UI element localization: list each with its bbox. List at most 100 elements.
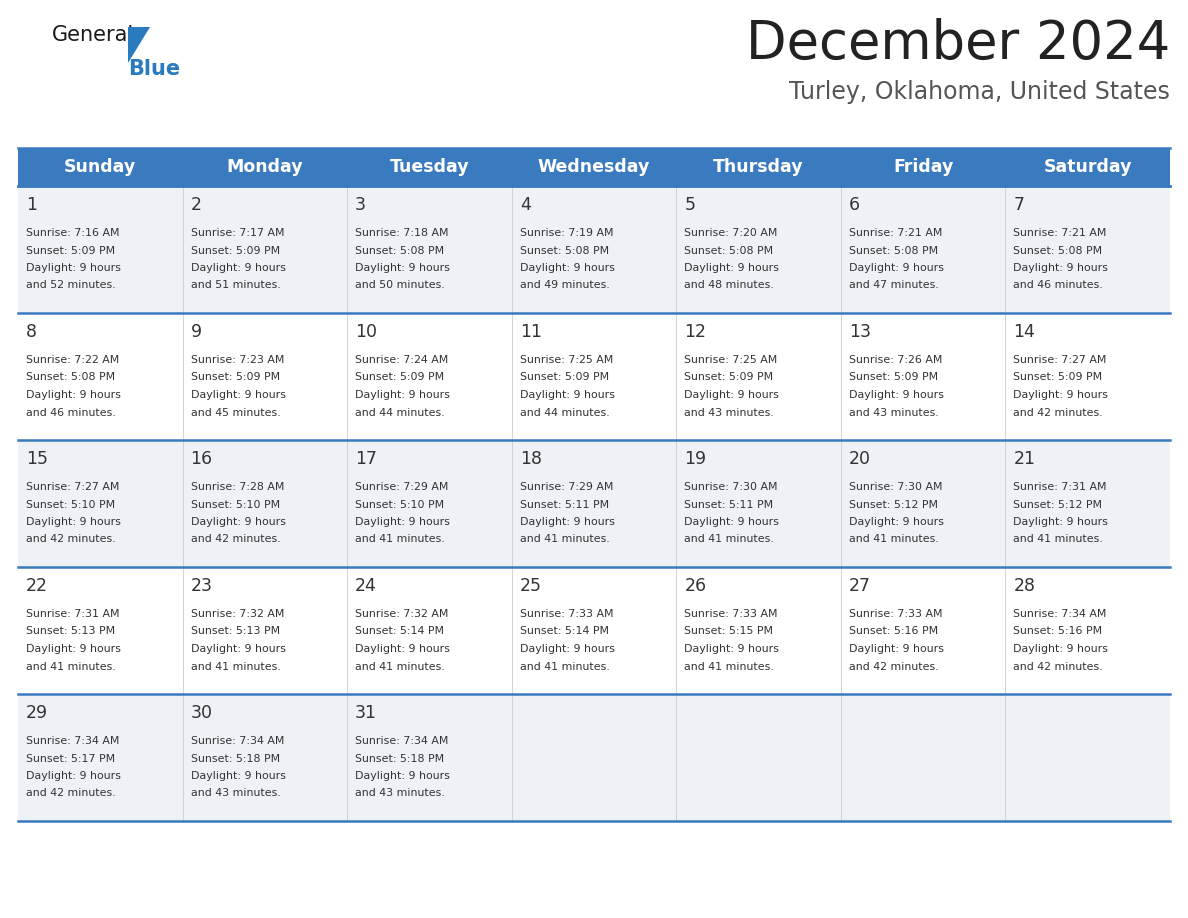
Text: Daylight: 9 hours: Daylight: 9 hours xyxy=(190,644,285,654)
Polygon shape xyxy=(128,27,150,63)
Text: Daylight: 9 hours: Daylight: 9 hours xyxy=(1013,517,1108,527)
Text: and 47 minutes.: and 47 minutes. xyxy=(849,281,939,290)
Text: Sunrise: 7:34 AM: Sunrise: 7:34 AM xyxy=(26,736,119,746)
Text: Sunset: 5:09 PM: Sunset: 5:09 PM xyxy=(26,245,115,255)
Text: Daylight: 9 hours: Daylight: 9 hours xyxy=(26,263,121,273)
Text: Daylight: 9 hours: Daylight: 9 hours xyxy=(519,263,614,273)
Text: 9: 9 xyxy=(190,323,202,341)
Text: Sunset: 5:08 PM: Sunset: 5:08 PM xyxy=(1013,245,1102,255)
Text: 29: 29 xyxy=(26,704,49,722)
Text: 1: 1 xyxy=(26,196,37,214)
Text: Sunset: 5:18 PM: Sunset: 5:18 PM xyxy=(355,754,444,764)
Text: Sunrise: 7:34 AM: Sunrise: 7:34 AM xyxy=(1013,609,1107,619)
Text: Daylight: 9 hours: Daylight: 9 hours xyxy=(849,263,943,273)
Text: and 51 minutes.: and 51 minutes. xyxy=(190,281,280,290)
Text: 3: 3 xyxy=(355,196,366,214)
Text: Daylight: 9 hours: Daylight: 9 hours xyxy=(519,517,614,527)
Text: and 43 minutes.: and 43 minutes. xyxy=(684,408,775,418)
Text: 27: 27 xyxy=(849,577,871,595)
Text: Daylight: 9 hours: Daylight: 9 hours xyxy=(519,390,614,400)
Text: 31: 31 xyxy=(355,704,377,722)
Text: Sunset: 5:11 PM: Sunset: 5:11 PM xyxy=(519,499,608,509)
Text: Sunrise: 7:33 AM: Sunrise: 7:33 AM xyxy=(849,609,942,619)
Text: Sunset: 5:14 PM: Sunset: 5:14 PM xyxy=(355,626,444,636)
Text: 14: 14 xyxy=(1013,323,1035,341)
Text: Sunset: 5:10 PM: Sunset: 5:10 PM xyxy=(190,499,279,509)
Text: Sunrise: 7:31 AM: Sunrise: 7:31 AM xyxy=(26,609,120,619)
Bar xyxy=(18,567,1170,694)
Text: Friday: Friday xyxy=(893,158,953,176)
Bar xyxy=(18,694,1170,821)
Text: Daylight: 9 hours: Daylight: 9 hours xyxy=(684,263,779,273)
Bar xyxy=(18,440,1170,567)
Text: Sunrise: 7:33 AM: Sunrise: 7:33 AM xyxy=(684,609,778,619)
Text: 17: 17 xyxy=(355,450,377,468)
Text: December 2024: December 2024 xyxy=(746,18,1170,70)
Text: and 41 minutes.: and 41 minutes. xyxy=(1013,534,1104,544)
Text: Daylight: 9 hours: Daylight: 9 hours xyxy=(26,771,121,781)
Text: 28: 28 xyxy=(1013,577,1036,595)
Text: Daylight: 9 hours: Daylight: 9 hours xyxy=(26,390,121,400)
Text: Sunrise: 7:24 AM: Sunrise: 7:24 AM xyxy=(355,355,448,365)
Text: 12: 12 xyxy=(684,323,707,341)
Text: 6: 6 xyxy=(849,196,860,214)
Text: Sunset: 5:12 PM: Sunset: 5:12 PM xyxy=(1013,499,1102,509)
Text: Sunrise: 7:27 AM: Sunrise: 7:27 AM xyxy=(1013,355,1107,365)
Text: Daylight: 9 hours: Daylight: 9 hours xyxy=(355,644,450,654)
Text: and 46 minutes.: and 46 minutes. xyxy=(1013,281,1104,290)
Text: and 45 minutes.: and 45 minutes. xyxy=(190,408,280,418)
Text: Daylight: 9 hours: Daylight: 9 hours xyxy=(26,644,121,654)
Text: 24: 24 xyxy=(355,577,377,595)
Text: Thursday: Thursday xyxy=(713,158,804,176)
Text: General: General xyxy=(52,25,134,45)
Text: Daylight: 9 hours: Daylight: 9 hours xyxy=(190,771,285,781)
Text: Daylight: 9 hours: Daylight: 9 hours xyxy=(1013,390,1108,400)
Text: 10: 10 xyxy=(355,323,377,341)
Text: Sunrise: 7:19 AM: Sunrise: 7:19 AM xyxy=(519,228,613,238)
Text: Sunset: 5:09 PM: Sunset: 5:09 PM xyxy=(1013,373,1102,383)
Text: Sunset: 5:16 PM: Sunset: 5:16 PM xyxy=(1013,626,1102,636)
Text: and 43 minutes.: and 43 minutes. xyxy=(355,789,444,799)
Bar xyxy=(18,186,1170,313)
Text: Sunrise: 7:30 AM: Sunrise: 7:30 AM xyxy=(684,482,778,492)
Text: and 42 minutes.: and 42 minutes. xyxy=(1013,662,1102,671)
Text: Wednesday: Wednesday xyxy=(538,158,650,176)
Text: Sunset: 5:08 PM: Sunset: 5:08 PM xyxy=(355,245,444,255)
Text: Sunrise: 7:28 AM: Sunrise: 7:28 AM xyxy=(190,482,284,492)
Text: 11: 11 xyxy=(519,323,542,341)
Text: Daylight: 9 hours: Daylight: 9 hours xyxy=(355,390,450,400)
Text: Sunrise: 7:34 AM: Sunrise: 7:34 AM xyxy=(355,736,449,746)
Text: Monday: Monday xyxy=(227,158,303,176)
Text: and 41 minutes.: and 41 minutes. xyxy=(355,662,444,671)
Text: 22: 22 xyxy=(26,577,48,595)
Text: Daylight: 9 hours: Daylight: 9 hours xyxy=(190,517,285,527)
Text: Sunday: Sunday xyxy=(64,158,137,176)
Text: and 42 minutes.: and 42 minutes. xyxy=(1013,408,1102,418)
Text: and 41 minutes.: and 41 minutes. xyxy=(519,662,609,671)
Text: Sunrise: 7:27 AM: Sunrise: 7:27 AM xyxy=(26,482,119,492)
Text: Sunrise: 7:30 AM: Sunrise: 7:30 AM xyxy=(849,482,942,492)
Text: 16: 16 xyxy=(190,450,213,468)
Text: and 46 minutes.: and 46 minutes. xyxy=(26,408,115,418)
Text: Sunset: 5:12 PM: Sunset: 5:12 PM xyxy=(849,499,937,509)
Text: Sunset: 5:08 PM: Sunset: 5:08 PM xyxy=(26,373,115,383)
Text: Sunset: 5:13 PM: Sunset: 5:13 PM xyxy=(190,626,279,636)
Bar xyxy=(18,148,1170,186)
Text: and 52 minutes.: and 52 minutes. xyxy=(26,281,115,290)
Text: Daylight: 9 hours: Daylight: 9 hours xyxy=(190,263,285,273)
Text: 26: 26 xyxy=(684,577,707,595)
Text: Tuesday: Tuesday xyxy=(390,158,469,176)
Text: Sunset: 5:09 PM: Sunset: 5:09 PM xyxy=(684,373,773,383)
Text: Daylight: 9 hours: Daylight: 9 hours xyxy=(190,390,285,400)
Text: 23: 23 xyxy=(190,577,213,595)
Text: and 41 minutes.: and 41 minutes. xyxy=(355,534,444,544)
Text: and 49 minutes.: and 49 minutes. xyxy=(519,281,609,290)
Text: and 42 minutes.: and 42 minutes. xyxy=(26,534,115,544)
Text: Daylight: 9 hours: Daylight: 9 hours xyxy=(849,644,943,654)
Text: Sunset: 5:08 PM: Sunset: 5:08 PM xyxy=(849,245,939,255)
Text: Sunrise: 7:32 AM: Sunrise: 7:32 AM xyxy=(190,609,284,619)
Text: 20: 20 xyxy=(849,450,871,468)
Text: Sunrise: 7:29 AM: Sunrise: 7:29 AM xyxy=(355,482,449,492)
Text: Sunrise: 7:32 AM: Sunrise: 7:32 AM xyxy=(355,609,449,619)
Text: Daylight: 9 hours: Daylight: 9 hours xyxy=(26,517,121,527)
